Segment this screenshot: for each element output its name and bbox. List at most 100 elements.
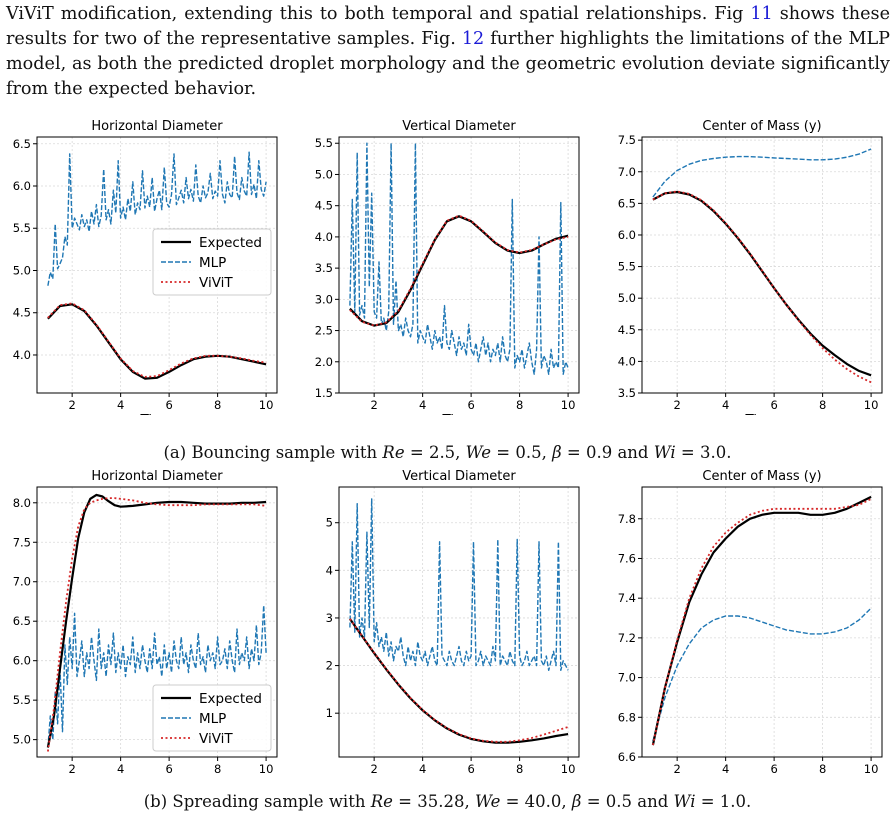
y-tick-label: 5: [326, 516, 333, 530]
series-line-expected: [652, 190, 872, 377]
y-tick-label: 2.5: [315, 324, 333, 338]
x-tick-label: 2: [673, 398, 680, 412]
x-tick-label: 2: [68, 398, 75, 412]
x-tick-label: 8: [516, 398, 523, 412]
x-tick-label: 6: [165, 398, 172, 412]
legend-box: [152, 228, 272, 296]
x-tick-label: 4: [117, 762, 124, 776]
series-line-vivit: [652, 190, 872, 384]
y-tick-label: 4: [326, 563, 333, 577]
caption-a: (a) Bouncing sample with Re = 2.5, We = …: [0, 443, 895, 462]
subplot-title: Horizontal Diameter: [91, 119, 223, 134]
caption-symbol: Wi: [653, 443, 676, 462]
figure-row-a: 2 4 6 8 10 4.0 4.5 5.0 5.5 6.0 6.5 Horizontal Diame…: [13, 119, 883, 415]
series-line-vivit: [349, 214, 569, 327]
x-tick-label: 6: [770, 398, 777, 412]
subplot-2: 2 4 6 8 10 1.5 2.0 2.5 3.0 3.5 4.0 4.5 5.0 5.5 Vertica…: [315, 119, 580, 415]
x-tick-label: 4: [722, 762, 729, 776]
subplot-6: 2 4 6 8 10 6.6 6.8 7.0 7.2 7.4 7.6 7.8 Center of Mas…: [618, 469, 883, 777]
caption-symbol: Re: [382, 443, 405, 462]
legend-label-mlp: MLP: [199, 711, 226, 727]
y-tick-label: 5.5: [315, 136, 333, 150]
y-tick-label: 5.5: [13, 693, 31, 707]
x-tick-label: 8: [819, 398, 826, 412]
subplot-title: Vertical Diameter: [402, 469, 516, 484]
y-tick-label: 4.5: [13, 306, 31, 320]
x-tick-label: 2: [673, 762, 680, 776]
y-tick-label: 3.0: [315, 292, 333, 306]
caption-text: (a) Bouncing sample with: [163, 443, 383, 462]
x-tick-label: 10: [259, 762, 274, 776]
y-tick-label: 8.0: [13, 496, 31, 510]
x-tick-label: 10: [259, 398, 274, 412]
y-tick-label: 3: [326, 611, 333, 625]
y-tick-label: 5.0: [13, 733, 31, 747]
figure-ref-link[interactable]: 11: [750, 4, 773, 24]
paragraph-text-2: shows these results for two of the repre…: [6, 4, 890, 49]
caption-b: (b) Spreading sample with Re = 35.28, We…: [0, 792, 895, 811]
legend-label-expected: Expected: [199, 235, 262, 251]
subplot-title: Horizontal Diameter: [91, 469, 223, 484]
caption-text: = 2.5,: [404, 443, 466, 462]
series-line-mlp: [47, 604, 267, 748]
series-line-vivit: [349, 618, 569, 743]
paragraph-text-1: ViViT modification, extending this to bo…: [6, 4, 751, 24]
plot-frame: [338, 136, 580, 394]
caption-text: = 40.0,: [500, 792, 572, 811]
caption-symbol: Re: [370, 792, 393, 811]
series-line-expected: [349, 618, 569, 744]
series-line-vivit: [652, 498, 872, 746]
caption-symbol: β: [552, 443, 562, 462]
y-tick-label: 2.0: [315, 355, 333, 369]
figure-row-b: 2 4 6 8 10 5.0 5.5 6.0 6.5 7.0 7.5 8.0 Horizontal Di…: [13, 469, 883, 777]
x-axis-label: Time: [139, 412, 173, 415]
x-axis-label: Time: [139, 776, 173, 777]
caption-text: = 3.0.: [675, 443, 732, 462]
caption-text: = 35.28,: [392, 792, 475, 811]
x-tick-label: 4: [117, 398, 124, 412]
caption-text: = 0.5,: [491, 443, 553, 462]
y-tick-label: 7.0: [618, 671, 636, 685]
series-line-mlp: [349, 142, 569, 375]
paragraph-text-3: further highlights the limitations of th…: [6, 29, 890, 99]
figure-ref-link[interactable]: 12: [461, 29, 485, 49]
y-tick-label: 7.4: [618, 591, 636, 605]
caption-text: (b) Spreading sample with: [143, 792, 371, 811]
y-tick-label: 4.5: [618, 323, 636, 337]
x-tick-label: 6: [770, 762, 777, 776]
y-tick-label: 5.5: [618, 260, 636, 274]
series-line-mlp: [652, 607, 872, 742]
x-tick-label: 10: [864, 762, 879, 776]
caption-symbol: We: [474, 792, 501, 811]
x-tick-label: 2: [370, 762, 377, 776]
plot-frame: [36, 486, 278, 758]
subplot-1: 2 4 6 8 10 4.0 4.5 5.0 5.5 6.0 6.5 Horizontal Diame…: [13, 119, 278, 415]
caption-text: = 1.0.: [695, 792, 752, 811]
caption-symbol: We: [465, 443, 492, 462]
series-line-mlp: [349, 498, 569, 672]
y-tick-label: 5.0: [13, 263, 31, 277]
y-tick-label: 5.0: [618, 291, 636, 305]
subplot-3: 2 4 6 8 10 3.5 4.0 4.5 5.0 5.5 6.0 6.5 7.0 7.5 Center …: [618, 119, 883, 415]
y-tick-label: 5.0: [315, 167, 333, 181]
x-tick-label: 8: [819, 762, 826, 776]
series-line-expected: [47, 303, 267, 380]
series-line-expected: [651, 495, 872, 746]
legend-label-expected: Expected: [199, 691, 262, 707]
x-tick-label: 4: [419, 762, 426, 776]
x-axis-label: Time: [744, 412, 778, 415]
x-tick-label: 2: [68, 762, 75, 776]
legend-label-vivit: ViViT: [199, 731, 233, 747]
y-tick-label: 4.5: [315, 199, 333, 213]
legend-label-mlp: MLP: [199, 255, 226, 271]
x-tick-label: 6: [467, 398, 474, 412]
series-line-mlp: [47, 151, 267, 286]
y-tick-label: 1.5: [315, 386, 333, 400]
y-tick-label: 6.8: [618, 710, 636, 724]
y-tick-label: 4.0: [618, 354, 636, 368]
x-axis-label: Time: [441, 412, 475, 415]
x-tick-label: 8: [516, 762, 523, 776]
x-tick-label: 8: [214, 762, 221, 776]
legend: Expected MLP ViViT: [152, 228, 272, 296]
